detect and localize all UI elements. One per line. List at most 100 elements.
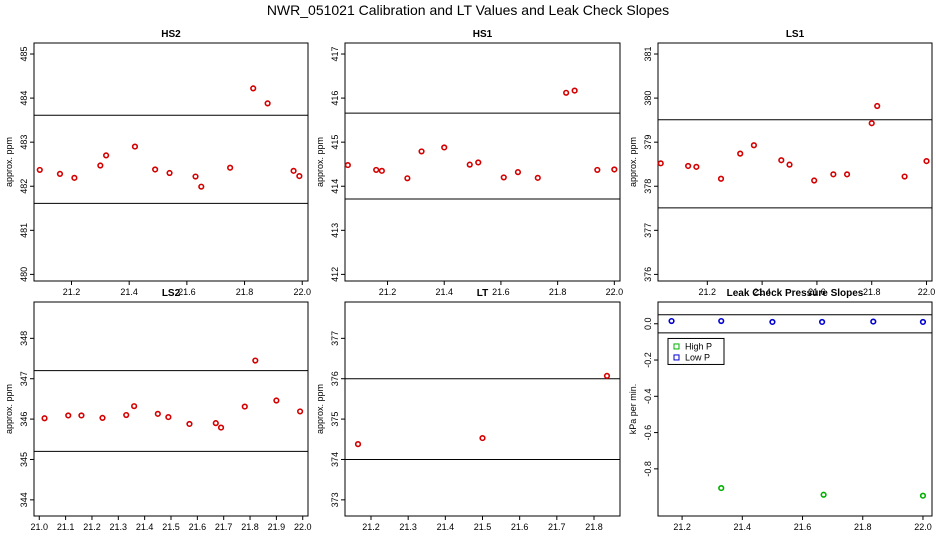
x-tick-label-ls2: 21.4 <box>136 522 154 532</box>
x-tick-label-ls2: 21.8 <box>241 522 259 532</box>
data-point-hs2 <box>227 164 234 171</box>
x-tick-label-hs1: 21.6 <box>492 287 510 297</box>
data-point-hs1 <box>534 174 541 181</box>
data-point-hs2 <box>36 166 43 174</box>
plot-frame-hs1 <box>344 42 621 282</box>
y-tick-label-lt: 376 <box>330 371 340 386</box>
legend-swatch-high-p <box>673 343 680 350</box>
data-point-high-p <box>820 491 827 498</box>
chart-title-hs1: HS1 <box>473 29 493 40</box>
y-tick-label-hs2: 481 <box>19 223 29 238</box>
data-point-ls2 <box>78 412 85 419</box>
data-point-ls2 <box>99 414 106 421</box>
y-tick-label-lt: 374 <box>330 452 340 467</box>
x-tick-label-ls2: 21.3 <box>110 522 128 532</box>
data-point-ls1 <box>811 177 818 184</box>
x-tick-label-hs1: 22.0 <box>606 287 624 297</box>
x-tick-label-hs2: 21.6 <box>178 287 196 297</box>
x-tick-label-lt: 21.4 <box>437 522 455 532</box>
x-tick-label-ls2: 21.9 <box>268 522 286 532</box>
data-point-hs2 <box>166 169 173 177</box>
y-tick-label-hs2: 482 <box>19 179 29 194</box>
plot-frame-lt <box>344 301 621 517</box>
y-tick-label-leak-check-pressure-slopes: -0.2 <box>643 352 653 368</box>
plot-frame-ls2 <box>33 301 309 517</box>
y-tick-label-ls2: 345 <box>19 452 29 467</box>
x-tick-label-ls2: 21.7 <box>215 522 233 532</box>
data-point-hs1 <box>571 87 578 94</box>
x-tick-label-hs2: 21.4 <box>120 287 138 297</box>
data-point-low-p <box>870 318 877 325</box>
x-tick-label-hs2: 21.2 <box>63 287 81 297</box>
data-point-hs1 <box>418 148 425 155</box>
y-tick-label-ls2: 346 <box>19 412 29 427</box>
legend-swatch-low-p <box>673 354 680 361</box>
data-point-hs1 <box>563 89 570 96</box>
data-point-low-p <box>818 318 826 326</box>
data-point-ls1 <box>868 120 875 127</box>
data-point-hs2 <box>192 173 199 180</box>
x-tick-label-hs1: 21.4 <box>435 287 453 297</box>
data-point-ls2 <box>252 357 259 364</box>
x-tick-label-leak-check-pressure-slopes: 21.2 <box>673 522 691 532</box>
data-point-ls2 <box>65 412 72 419</box>
plot-frame-hs2 <box>33 42 309 282</box>
figure-title: NWR_051021 Calibration and LT Values and… <box>266 2 670 18</box>
data-point-ls2 <box>296 408 304 415</box>
y-tick-label-lt: 373 <box>330 492 340 507</box>
x-tick-label-hs1: 21.2 <box>379 287 397 297</box>
data-point-ls2 <box>241 403 248 410</box>
x-tick-label-leak-check-pressure-slopes: 21.8 <box>854 522 872 532</box>
data-point-lt <box>354 441 362 448</box>
data-point-ls2 <box>123 411 130 419</box>
y-axis-label-lt: approx. ppm <box>315 384 325 434</box>
data-point-ls2 <box>186 420 193 428</box>
y-axis-label-leak-check-pressure-slopes: kPa per min. <box>628 384 638 435</box>
x-tick-label-lt: 21.5 <box>474 522 492 532</box>
data-point-ls2 <box>41 415 48 422</box>
data-point-lt <box>479 434 486 442</box>
y-tick-label-lt: 377 <box>330 331 340 346</box>
data-point-hs1 <box>441 144 448 151</box>
x-tick-label-ls2: 21.1 <box>57 522 75 532</box>
y-tick-label-ls1: 380 <box>643 91 653 106</box>
x-tick-label-leak-check-pressure-slopes: 22.0 <box>914 522 932 532</box>
data-point-hs2 <box>56 170 64 177</box>
data-point-hs2 <box>296 173 303 180</box>
data-point-hs2 <box>198 183 205 190</box>
x-tick-label-lt: 21.7 <box>548 522 566 532</box>
y-tick-label-hs1: 412 <box>330 267 340 282</box>
data-point-ls2 <box>131 403 138 410</box>
legend-label-high-p: High P <box>685 341 712 351</box>
y-tick-label-hs1: 417 <box>330 47 340 62</box>
x-tick-label-lt: 21.6 <box>511 522 529 532</box>
x-tick-label-ls1: 22.0 <box>918 287 936 297</box>
y-tick-label-ls1: 376 <box>643 267 653 282</box>
x-tick-label-ls1: 21.6 <box>808 287 826 297</box>
data-point-high-p <box>718 484 725 492</box>
data-point-ls1 <box>750 142 757 149</box>
data-point-hs1 <box>373 166 380 174</box>
data-point-hs1 <box>475 159 482 166</box>
data-point-low-p <box>668 317 675 325</box>
chart-title-hs2: HS2 <box>161 29 181 40</box>
data-point-low-p <box>769 318 776 326</box>
chart-panel-lt: LT approx. ppm 21.2 21.3 21.4 21.5 21.6 21.7 21.… <box>315 288 621 532</box>
x-tick-label-leak-check-pressure-slopes: 21.4 <box>734 522 752 532</box>
chart-panel-hs1: HS1 approx. ppm 21.2 21.4 21.6 21.8 22.0 412 413… <box>315 29 623 297</box>
y-tick-label-lt: 375 <box>330 412 340 427</box>
y-tick-label-hs1: 416 <box>330 91 340 106</box>
data-point-ls1 <box>778 157 785 164</box>
y-tick-label-leak-check-pressure-slopes: -0.4 <box>643 389 653 405</box>
y-tick-label-ls2: 348 <box>19 331 29 346</box>
data-point-ls1 <box>843 171 851 178</box>
chart-title-ls1: LS1 <box>786 29 805 40</box>
legend-label-low-p: Low P <box>685 352 710 362</box>
x-tick-label-ls2: 21.2 <box>83 522 101 532</box>
data-point-hs2 <box>152 166 159 173</box>
chart-title-ls2: LS2 <box>162 288 181 299</box>
data-point-ls2 <box>212 420 219 427</box>
y-tick-label-hs2: 484 <box>19 91 29 106</box>
data-point-ls2 <box>154 410 161 417</box>
y-tick-label-hs1: 413 <box>330 223 340 238</box>
